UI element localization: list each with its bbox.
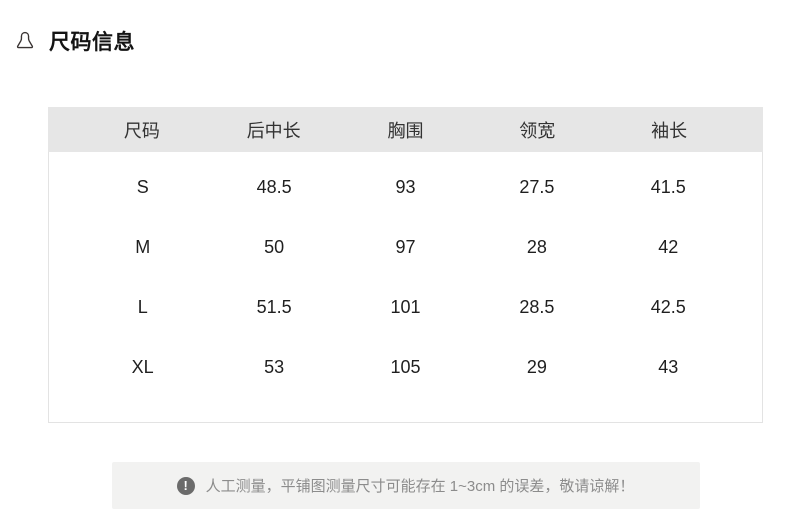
column-header-neck-width: 领宽 xyxy=(519,120,556,141)
cell-size: L xyxy=(137,296,148,317)
cell-back-length: 53 xyxy=(264,356,285,377)
cell-sleeve-length: 42.5 xyxy=(650,296,686,317)
section-header: 尺码信息 xyxy=(14,26,790,56)
measurement-disclaimer-bar: ! 人工测量，平铺图测量尺寸可能存在 1~3cm 的误差，敬请谅解！ xyxy=(111,462,700,509)
cell-sleeve-length: 41.5 xyxy=(650,176,686,197)
table-row-l: L 51.5 101 28.5 42.5 xyxy=(77,277,734,337)
cell-size: S xyxy=(136,176,149,197)
person-bust-icon xyxy=(14,30,36,52)
table-row-m: M 50 97 28 42 xyxy=(77,217,734,277)
cell-bust: 97 xyxy=(395,236,416,257)
column-header-back-length: 后中长 xyxy=(246,120,301,141)
table-row-xl: XL 53 105 29 43 xyxy=(77,337,734,397)
cell-back-length: 51.5 xyxy=(256,296,292,317)
cell-neck-width: 29 xyxy=(526,356,547,377)
cell-size: XL xyxy=(131,356,154,377)
size-table-body: S 48.5 93 27.5 41.5 M 50 97 28 42 L 51.5… xyxy=(48,152,763,423)
size-info-content: 尺码 后中长 胸围 领宽 袖长 S 48.5 93 27.5 41.5 M 50… xyxy=(48,107,763,509)
cell-back-length: 50 xyxy=(264,236,285,257)
cell-back-length: 48.5 xyxy=(256,176,292,197)
page-title: 尺码信息 xyxy=(49,31,135,54)
cell-bust: 101 xyxy=(390,296,421,317)
column-header-bust: 胸围 xyxy=(387,120,424,141)
cell-bust: 105 xyxy=(390,356,421,377)
cell-size: M xyxy=(135,236,151,257)
table-row-s: S 48.5 93 27.5 41.5 xyxy=(77,157,734,217)
disclaimer-text: 人工测量，平铺图测量尺寸可能存在 1~3cm 的误差，敬请谅解！ xyxy=(205,478,635,495)
column-header-sleeve-length: 袖长 xyxy=(651,120,688,141)
cell-neck-width: 28 xyxy=(526,236,547,257)
cell-bust: 93 xyxy=(395,176,416,197)
cell-neck-width: 28.5 xyxy=(519,296,555,317)
cell-sleeve-length: 43 xyxy=(658,356,679,377)
cell-neck-width: 27.5 xyxy=(519,176,555,197)
size-table-header-row: 尺码 后中长 胸围 领宽 袖长 xyxy=(48,107,763,152)
cell-sleeve-length: 42 xyxy=(658,236,679,257)
exclamation-circle-icon: ! xyxy=(176,476,195,495)
size-table: 尺码 后中长 胸围 领宽 袖长 S 48.5 93 27.5 41.5 M 50… xyxy=(48,107,763,423)
column-header-size: 尺码 xyxy=(123,120,160,141)
